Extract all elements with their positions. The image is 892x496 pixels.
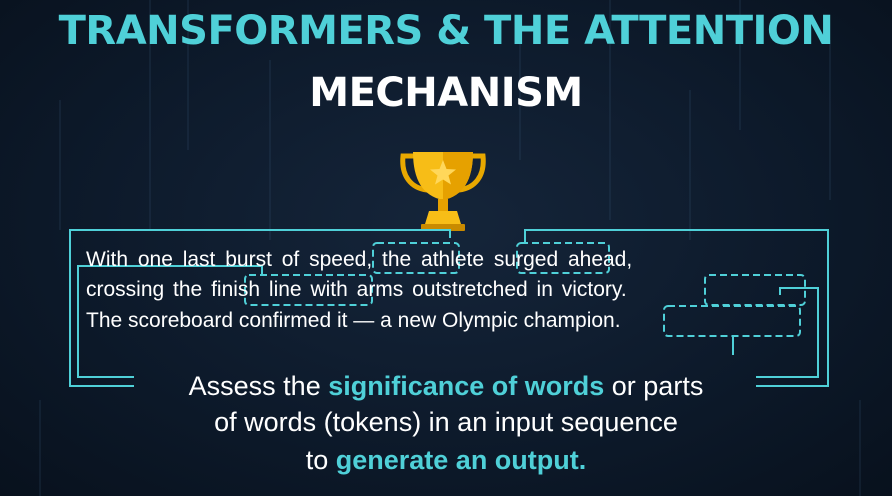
passage-text: .	[620, 278, 627, 301]
passage-text: crossing the	[86, 278, 212, 301]
title-line-2: MECHANISM	[309, 70, 583, 116]
caption-line-1: Assess the significance of words or part…	[0, 368, 892, 404]
passage-line-3: The scoreboard confirmed it — a new Olym…	[86, 306, 806, 336]
caption-text: Assess the	[188, 371, 329, 401]
passage-text: With one last burst of	[86, 248, 310, 271]
caption-line-3: to generate an output.	[0, 442, 892, 478]
passage-text: The scoreboard confirmed it — a new Olym…	[86, 309, 524, 332]
passage-text: surged ahead,	[484, 248, 633, 271]
passage-text: .	[614, 309, 621, 332]
caption-highlight: generate an output.	[335, 445, 587, 475]
passage-text: with arms outstretched in	[301, 278, 562, 301]
caption-line-2: of words (tokens) in an input sequence	[214, 407, 678, 437]
token-speed: speed	[309, 248, 367, 271]
trophy-icon	[400, 152, 486, 231]
caption-highlight: significance of words	[328, 371, 605, 401]
passage-line-2: crossing the finish line with arms outst…	[86, 275, 806, 305]
token-athlete: athlete	[421, 248, 485, 271]
token-finish-line: finish line	[211, 278, 302, 301]
passage-line-1: With one last burst of speed, the athlet…	[86, 245, 806, 275]
token-champion: champion	[523, 309, 615, 332]
passage-text: , the	[366, 248, 422, 271]
token-victory: victory	[561, 278, 621, 301]
caption-text: to	[305, 445, 336, 475]
caption-text: or parts	[604, 371, 704, 401]
title-line-1: TRANSFORMERS & THE ATTENTION	[58, 8, 834, 54]
